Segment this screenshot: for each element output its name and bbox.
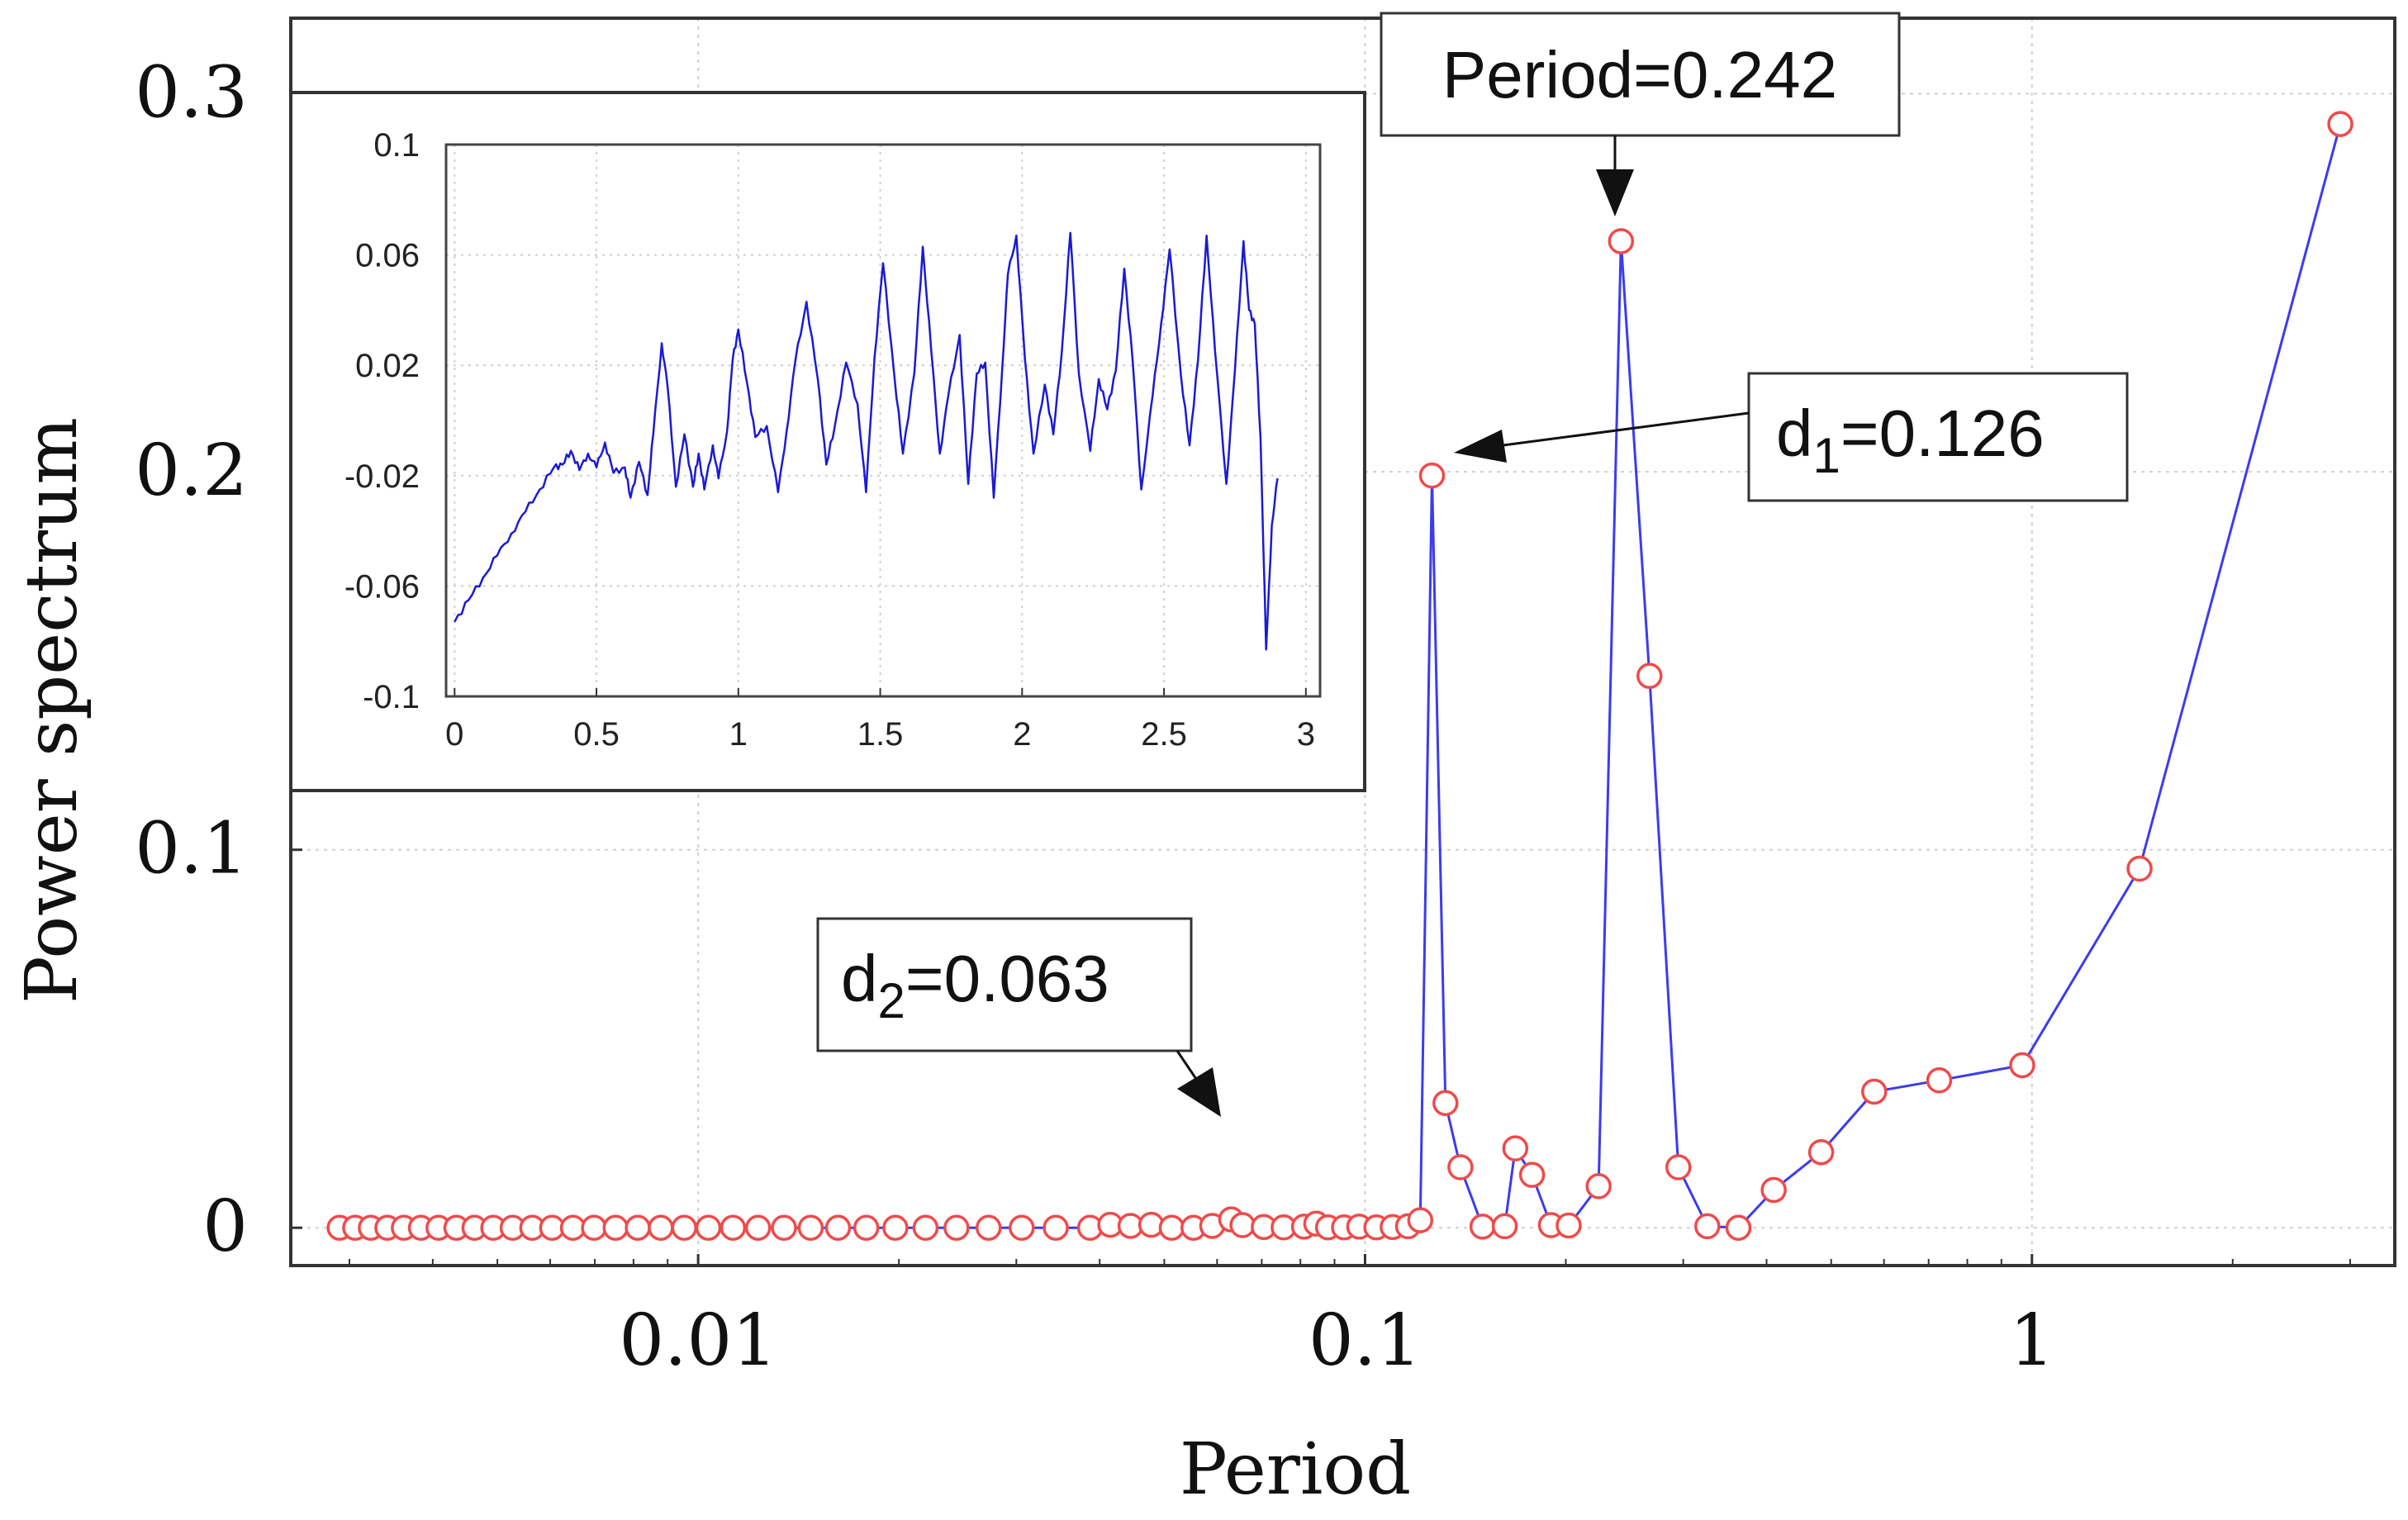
inset-y-tick-label: 0.1 — [373, 127, 420, 164]
data-point-marker — [671, 1214, 698, 1241]
data-point-marker — [824, 1214, 852, 1241]
data-point-marker — [771, 1214, 797, 1241]
data-point-marker — [1861, 1078, 1888, 1105]
inset-y-tick-label: 0.02 — [355, 348, 420, 384]
data-point-marker — [1694, 1213, 1721, 1240]
annotation-d1: d1=0.126 — [1454, 372, 2129, 502]
data-point-marker — [2009, 1052, 2035, 1079]
data-point-marker — [1585, 1173, 1612, 1199]
y-tick-label: 0.2 — [135, 430, 248, 512]
annotation-d2: d2=0.063 — [816, 917, 1221, 1117]
data-point-marker — [853, 1214, 880, 1241]
data-point-marker — [1608, 228, 1635, 254]
annotation-d2-box — [816, 917, 1193, 1052]
data-point-marker — [720, 1214, 747, 1241]
annotation-d2-label: d2=0.063 — [841, 942, 1109, 1028]
data-point-marker — [1447, 1154, 1474, 1180]
data-point-marker — [1432, 1090, 1459, 1116]
annotation-d1-arrow-line — [1496, 411, 1750, 448]
x-axis-label: Period — [1180, 1428, 1411, 1511]
annotation-d1-box — [1747, 372, 2129, 502]
data-point-marker — [1502, 1135, 1529, 1161]
annotation-d1-arrowhead — [1454, 430, 1507, 463]
annotation-period-box — [1380, 12, 1901, 137]
data-point-marker — [1469, 1214, 1496, 1240]
inset-y-tick-label: -0.1 — [363, 679, 420, 715]
annotation-d1-main: d — [1776, 397, 1813, 470]
annotation-d1-sub: 1 — [1813, 428, 1840, 483]
y-tick-label: 0.3 — [135, 52, 248, 135]
inset-signal-line — [454, 231, 1279, 651]
data-point-marker — [1926, 1067, 1953, 1094]
annotation-period-label: Period=0.242 — [1442, 38, 1837, 112]
data-point-marker — [2327, 111, 2353, 137]
annotation-d2-sub: 2 — [878, 973, 905, 1028]
data-point-marker — [1636, 663, 1663, 689]
data-point-marker — [1555, 1212, 1582, 1239]
y-tick-label: 0 — [202, 1185, 248, 1268]
inset-x-tick-label: 2.5 — [1141, 716, 1187, 753]
data-point-marker — [1760, 1176, 1787, 1204]
data-point-marker — [602, 1214, 629, 1241]
data-point-marker — [1807, 1138, 1835, 1166]
data-point-marker — [1158, 1214, 1185, 1241]
main-axis-ticks: 0 0.1 0.2 0.3 0.01 0.1 1 — [135, 52, 2351, 1382]
inset-axis-ticks: -0.1 -0.06 -0.02 0.02 0.06 0.1 0 0.5 1 1.5 2 2.5 3 — [344, 127, 1315, 753]
data-point-marker — [625, 1214, 651, 1241]
x-tick-label: 0.1 — [1308, 1299, 1422, 1382]
annotation-d1-rest: =0.126 — [1840, 397, 2045, 470]
inset-y-tick-label: 0.06 — [355, 238, 420, 274]
inset-x-tick-label: 3 — [1297, 716, 1315, 753]
data-point-marker — [744, 1214, 772, 1241]
inset-grid — [446, 144, 1320, 697]
annotation-d1-label: d1=0.126 — [1776, 397, 2045, 483]
data-point-marker — [695, 1214, 722, 1241]
x-tick-label: 1 — [2009, 1299, 2054, 1382]
inset-plot-frame — [444, 143, 1322, 698]
main-markers — [326, 111, 2353, 1241]
inset-panel — [289, 91, 1366, 792]
inset-y-tick-label: -0.06 — [344, 568, 420, 605]
y-axis-label: Power spectrum — [11, 417, 93, 1004]
data-point-marker — [912, 1214, 939, 1241]
inset-x-tick-label: 0 — [445, 716, 463, 753]
data-point-marker — [1665, 1154, 1692, 1180]
inset-y-tick-label: -0.02 — [344, 458, 420, 495]
data-point-marker — [943, 1214, 970, 1241]
data-point-marker — [797, 1214, 824, 1241]
data-point-marker — [975, 1214, 1002, 1241]
data-point-marker — [1518, 1161, 1546, 1188]
inset-x-tick-label: 1 — [729, 716, 748, 753]
data-point-marker — [2126, 855, 2153, 882]
inset-series — [454, 231, 1279, 651]
data-point-marker — [1009, 1214, 1035, 1241]
data-point-marker — [1725, 1214, 1752, 1241]
inset-x-tick-label: 2 — [1013, 716, 1031, 753]
data-point-marker — [1491, 1213, 1518, 1240]
annotation-period: Period=0.242 — [1380, 12, 1901, 216]
inset-x-tick-label: 0.5 — [573, 716, 620, 753]
data-point-marker — [882, 1214, 909, 1241]
y-tick-label: 0.1 — [135, 808, 248, 891]
annotation-d2-main: d — [841, 942, 878, 1015]
data-point-marker — [1407, 1207, 1434, 1233]
inset-x-tick-label: 1.5 — [857, 716, 904, 753]
data-point-marker — [648, 1214, 674, 1241]
annotation-d2-arrowhead — [1177, 1067, 1221, 1117]
annotation-period-arrowhead — [1596, 169, 1634, 216]
x-tick-label: 0.01 — [619, 1299, 777, 1382]
data-point-marker — [1418, 462, 1446, 489]
annotation-d2-rest: =0.063 — [905, 942, 1109, 1015]
data-point-marker — [1229, 1212, 1256, 1238]
data-point-marker — [1043, 1214, 1069, 1241]
data-point-marker — [581, 1214, 607, 1241]
